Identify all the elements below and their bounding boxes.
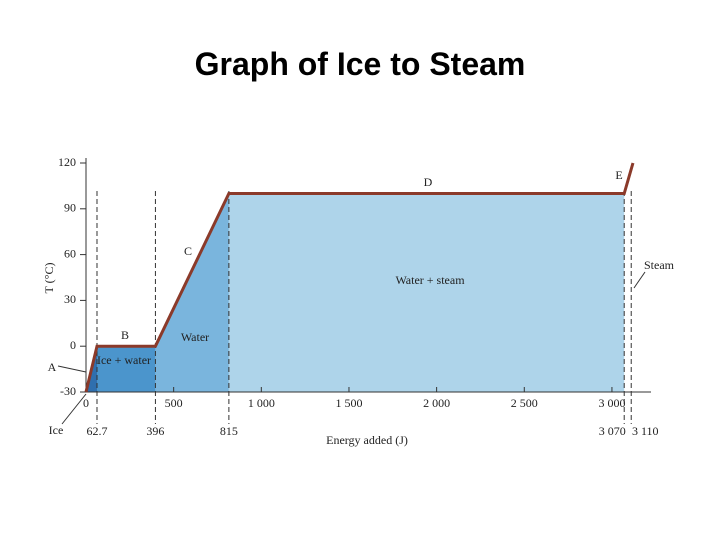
y-tick-label: 90 <box>64 201 76 215</box>
segment-label: C <box>184 244 192 258</box>
segment-label: E <box>615 168 622 182</box>
y-tick-label: 60 <box>64 246 76 260</box>
x-tick-label: 0 <box>83 396 89 410</box>
segment-label: A <box>48 360 57 374</box>
region-label: Water <box>180 330 210 344</box>
phase-mark-label: 62.7 <box>86 424 107 438</box>
y-tick-label: 0 <box>70 338 76 352</box>
callout-pointer <box>633 271 646 289</box>
x-tick-label: 3 000 <box>598 396 625 410</box>
phase-mark-label: 3 110 <box>632 424 659 438</box>
callout-pointer <box>61 393 87 425</box>
segment-pointer <box>57 365 87 373</box>
x-tick-label: 500 <box>165 396 183 410</box>
phase-region <box>96 346 156 392</box>
phase-mark-label: 3 070 <box>599 424 626 438</box>
phase-mark-label: 396 <box>146 424 164 438</box>
callout: Ice <box>49 423 64 437</box>
callout: Steam <box>644 258 675 272</box>
phase-region <box>228 193 625 392</box>
segment-label: D <box>424 175 433 189</box>
phase-region <box>155 193 229 392</box>
x-tick-label: 2 000 <box>423 396 450 410</box>
region-label: Water + steam <box>395 273 465 287</box>
y-tick-label: 120 <box>58 155 76 169</box>
y-axis-title: T (°C) <box>42 263 56 294</box>
y-tick-label: 30 <box>64 292 76 306</box>
region-label: Ice + water <box>96 353 152 367</box>
slide-title: Graph of Ice to Steam <box>194 46 526 82</box>
segment-label: B <box>121 328 129 342</box>
x-tick-label: 1 500 <box>335 396 362 410</box>
phase-mark-label: 815 <box>220 424 238 438</box>
heating-curve <box>84 162 635 393</box>
y-tick-label: -30 <box>60 384 76 398</box>
x-axis-title: Energy added (J) <box>326 433 408 447</box>
x-tick-label: 1 000 <box>248 396 275 410</box>
x-tick-label: 2 500 <box>511 396 538 410</box>
